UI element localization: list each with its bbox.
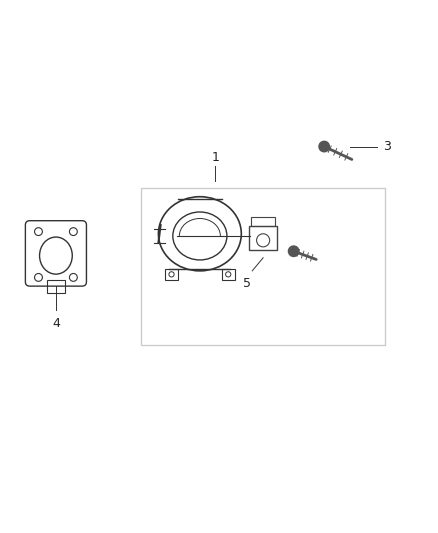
Circle shape [318, 141, 328, 152]
Bar [221, 269, 234, 280]
Bar [141, 188, 385, 345]
Text: 1: 1 [211, 151, 219, 164]
Bar [165, 269, 178, 280]
Bar [248, 226, 277, 250]
Text: 5: 5 [242, 277, 250, 289]
Text: 3: 3 [382, 140, 390, 153]
Circle shape [288, 246, 298, 256]
Text: 4: 4 [52, 317, 60, 330]
Bar [251, 217, 275, 226]
Bar [47, 280, 64, 293]
